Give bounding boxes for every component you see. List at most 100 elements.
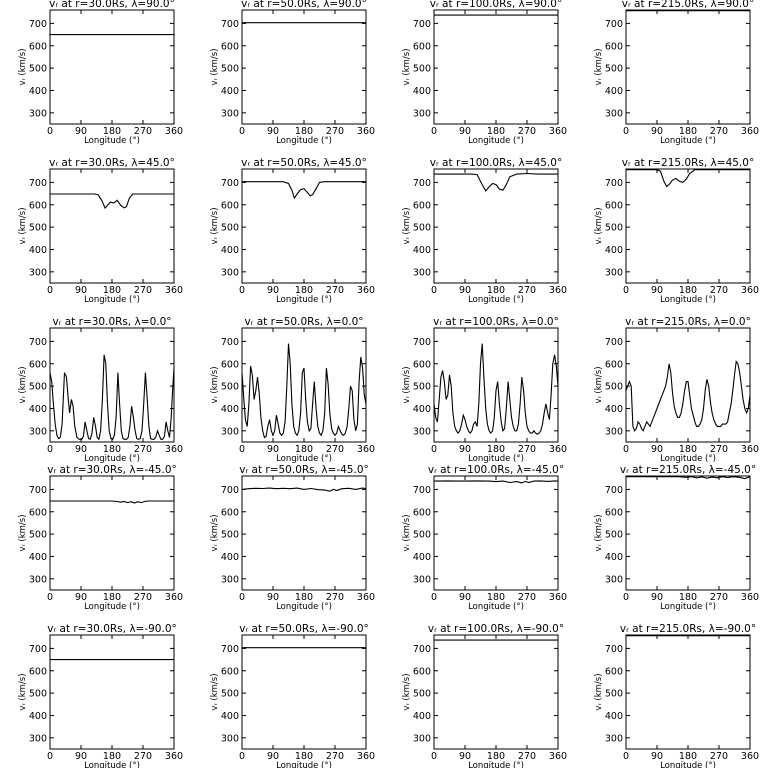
- y-tick-label: 500: [413, 382, 431, 393]
- y-tick-label: 300: [221, 426, 239, 437]
- x-tick-label: 0: [623, 285, 629, 296]
- x-tick-label: 360: [165, 592, 183, 603]
- y-tick-label: 700: [221, 644, 239, 655]
- x-tick-label: 270: [518, 444, 536, 455]
- series-line: [626, 360, 750, 432]
- x-tick-label: 270: [134, 285, 152, 296]
- x-tick-label: 90: [651, 126, 663, 137]
- chart-title: vᵣ at r=100.0Rs, λ=0.0°: [433, 316, 559, 328]
- y-tick-label: 600: [605, 507, 623, 518]
- x-axis-label: Longitude (°): [276, 602, 332, 612]
- plot-frame: [433, 168, 559, 284]
- x-axis-label: Longitude (°): [276, 136, 332, 146]
- x-tick-label: 360: [549, 285, 567, 296]
- chart-title: vᵣ at r=50.0Rs, λ=90.0°: [241, 0, 367, 10]
- x-tick-label: 270: [518, 126, 536, 137]
- y-axis-label: vᵣ (km/s): [402, 207, 412, 244]
- y-axis-label: vᵣ (km/s): [210, 673, 220, 710]
- chart-panel: vᵣ at r=30.0Rs, λ=-90.0° 0 90 180 270 360 300 4…: [18, 623, 183, 768]
- x-tick-label: 270: [518, 592, 536, 603]
- y-tick-label: 700: [29, 485, 47, 496]
- plot-frame: [433, 634, 559, 750]
- chart-panel: vᵣ at r=215.0Rs, λ=45.0° 0 90 180 270 360 300 4…: [594, 157, 759, 305]
- y-axis-label: vᵣ (km/s): [18, 673, 28, 710]
- y-tick-label: 400: [605, 86, 623, 97]
- y-tick-label: 600: [29, 666, 47, 677]
- chart-panel: vᵣ at r=100.0Rs, λ=0.0° 0 90 180 270 360 300 40…: [402, 316, 567, 464]
- plot-frame: [49, 168, 175, 284]
- chart-panel: vᵣ at r=215.0Rs, λ=-45.0° 0 90 180 270 360 300…: [594, 464, 759, 612]
- y-tick-label: 500: [605, 223, 623, 234]
- y-tick-label: 300: [605, 267, 623, 278]
- x-tick-label: 270: [710, 444, 728, 455]
- y-tick-label: 500: [413, 64, 431, 75]
- y-tick-label: 400: [413, 711, 431, 722]
- x-axis-label: Longitude (°): [660, 295, 716, 305]
- x-tick-label: 0: [239, 126, 245, 137]
- chart-panel: vᵣ at r=215.0Rs, λ=90.0° 0 90 180 270 360 300 4…: [594, 0, 759, 146]
- y-tick-label: 500: [605, 689, 623, 700]
- chart-panel: vᵣ at r=100.0Rs, λ=45.0° 0 90 180 270 360 300 4…: [402, 157, 567, 305]
- chart-title: vᵣ at r=215.0Rs, λ=-45.0°: [620, 464, 756, 476]
- x-tick-label: 270: [326, 285, 344, 296]
- x-axis-label: Longitude (°): [84, 761, 140, 768]
- plot-frame: [241, 634, 367, 750]
- x-tick-label: 180: [103, 285, 121, 296]
- x-tick-label: 180: [679, 444, 697, 455]
- x-tick-label: 180: [487, 285, 505, 296]
- y-tick-label: 700: [413, 485, 431, 496]
- x-tick-label: 0: [623, 751, 629, 762]
- x-axis-label: Longitude (°): [468, 761, 524, 768]
- x-tick-label: 0: [239, 592, 245, 603]
- x-tick-label: 360: [741, 285, 759, 296]
- y-tick-label: 500: [605, 530, 623, 541]
- y-tick-label: 600: [413, 507, 431, 518]
- x-tick-label: 90: [75, 592, 87, 603]
- x-tick-label: 90: [651, 285, 663, 296]
- y-tick-label: 300: [221, 267, 239, 278]
- x-tick-label: 0: [431, 592, 437, 603]
- x-tick-label: 270: [326, 592, 344, 603]
- plot-frame: [625, 475, 751, 591]
- x-tick-label: 270: [710, 751, 728, 762]
- chart-panel: vᵣ at r=30.0Rs, λ=90.0° 0 90 180 270 360 300 40…: [18, 0, 183, 146]
- y-tick-label: 600: [413, 41, 431, 52]
- y-tick-label: 400: [413, 552, 431, 563]
- y-axis-label: vᵣ (km/s): [594, 48, 604, 85]
- y-tick-label: 300: [221, 108, 239, 119]
- x-tick-label: 90: [459, 444, 471, 455]
- plot-frame: [49, 9, 175, 125]
- chart-panel: vᵣ at r=100.0Rs, λ=-45.0° 0 90 180 270 360 300…: [402, 464, 567, 612]
- x-tick-label: 90: [459, 592, 471, 603]
- plot-frame: [625, 168, 751, 284]
- x-tick-label: 360: [741, 126, 759, 137]
- y-axis-label: vᵣ (km/s): [210, 207, 220, 244]
- chart-title: vᵣ at r=100.0Rs, λ=-45.0°: [428, 464, 564, 476]
- y-tick-label: 400: [413, 86, 431, 97]
- x-tick-label: 360: [357, 444, 375, 455]
- y-tick-label: 600: [413, 359, 431, 370]
- y-tick-label: 300: [605, 108, 623, 119]
- x-tick-label: 90: [651, 751, 663, 762]
- x-tick-label: 0: [239, 444, 245, 455]
- x-axis-label: Longitude (°): [468, 454, 524, 464]
- x-tick-label: 0: [47, 751, 53, 762]
- y-tick-label: 500: [29, 689, 47, 700]
- plot-frame: [241, 9, 367, 125]
- y-tick-label: 700: [221, 485, 239, 496]
- chart-panel: vᵣ at r=50.0Rs, λ=-90.0° 0 90 180 270 360 300 4…: [210, 623, 375, 768]
- series-line: [434, 343, 558, 435]
- y-tick-label: 500: [221, 223, 239, 234]
- y-tick-label: 700: [221, 19, 239, 30]
- y-tick-label: 400: [605, 404, 623, 415]
- x-tick-label: 180: [295, 126, 313, 137]
- y-tick-label: 500: [221, 530, 239, 541]
- y-tick-label: 400: [221, 711, 239, 722]
- chart-title: vᵣ at r=215.0Rs, λ=-90.0°: [620, 623, 756, 635]
- x-tick-label: 360: [357, 592, 375, 603]
- chart-title: vᵣ at r=100.0Rs, λ=45.0°: [430, 157, 562, 169]
- x-tick-label: 360: [549, 751, 567, 762]
- y-tick-label: 600: [221, 507, 239, 518]
- y-tick-label: 500: [605, 64, 623, 75]
